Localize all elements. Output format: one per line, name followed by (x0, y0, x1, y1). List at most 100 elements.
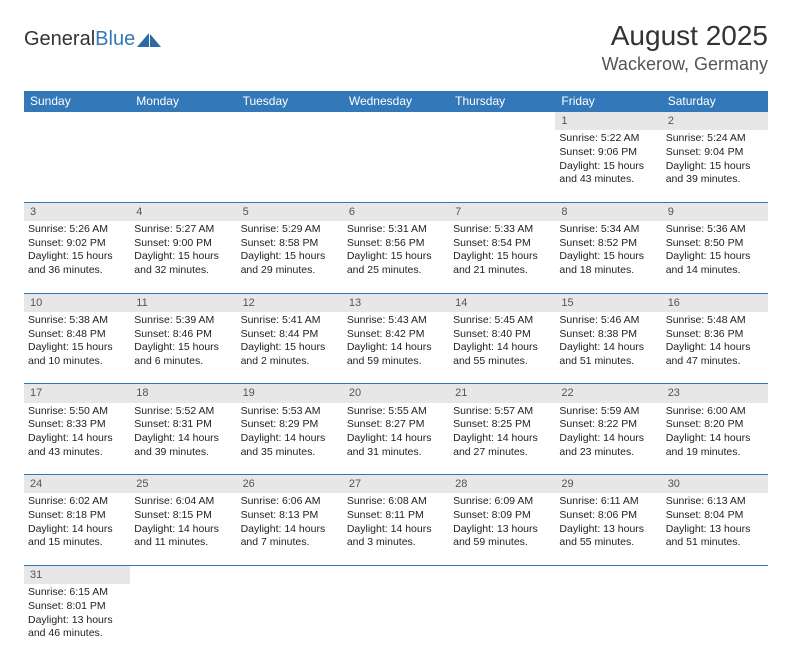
day-cell: Sunrise: 5:26 AMSunset: 9:02 PMDaylight:… (24, 221, 130, 293)
day-number (237, 112, 343, 131)
day-cell: Sunrise: 6:02 AMSunset: 8:18 PMDaylight:… (24, 493, 130, 565)
sunset-text: Sunset: 8:27 PM (347, 418, 445, 432)
logo-sail-icon (135, 31, 163, 49)
day-number: 7 (449, 202, 555, 221)
daylight-text: Daylight: 13 hours (559, 523, 657, 537)
sunrise-text: Sunrise: 5:55 AM (347, 405, 445, 419)
daynum-row: 24252627282930 (24, 475, 768, 494)
day-number: 8 (555, 202, 661, 221)
day-number: 18 (130, 384, 236, 403)
sunset-text: Sunset: 9:04 PM (666, 146, 764, 160)
content-row: Sunrise: 6:02 AMSunset: 8:18 PMDaylight:… (24, 493, 768, 565)
weekday-header: Sunday (24, 91, 130, 112)
sunset-text: Sunset: 8:22 PM (559, 418, 657, 432)
day-cell (449, 130, 555, 202)
sunrise-text: Sunrise: 6:06 AM (241, 495, 339, 509)
title-block: August 2025 Wackerow, Germany (602, 20, 768, 75)
daylight-text: and 59 minutes. (453, 536, 551, 550)
day-number: 4 (130, 202, 236, 221)
day-cell (237, 130, 343, 202)
content-row: Sunrise: 5:26 AMSunset: 9:02 PMDaylight:… (24, 221, 768, 293)
daylight-text: Daylight: 13 hours (666, 523, 764, 537)
sunrise-text: Sunrise: 5:53 AM (241, 405, 339, 419)
day-number: 1 (555, 112, 661, 131)
sunrise-text: Sunrise: 5:36 AM (666, 223, 764, 237)
day-number: 2 (662, 112, 768, 131)
day-number: 15 (555, 293, 661, 312)
sunset-text: Sunset: 8:06 PM (559, 509, 657, 523)
daylight-text: Daylight: 14 hours (347, 341, 445, 355)
daynum-row: 3456789 (24, 202, 768, 221)
daylight-text: Daylight: 15 hours (28, 341, 126, 355)
daynum-row: 17181920212223 (24, 384, 768, 403)
daylight-text: and 3 minutes. (347, 536, 445, 550)
daylight-text: Daylight: 14 hours (559, 341, 657, 355)
sunset-text: Sunset: 8:54 PM (453, 237, 551, 251)
day-cell: Sunrise: 5:27 AMSunset: 9:00 PMDaylight:… (130, 221, 236, 293)
sunset-text: Sunset: 8:33 PM (28, 418, 126, 432)
daylight-text: and 47 minutes. (666, 355, 764, 369)
day-number: 23 (662, 384, 768, 403)
day-number: 16 (662, 293, 768, 312)
day-cell: Sunrise: 6:11 AMSunset: 8:06 PMDaylight:… (555, 493, 661, 565)
sunrise-text: Sunrise: 6:09 AM (453, 495, 551, 509)
daylight-text: and 29 minutes. (241, 264, 339, 278)
day-cell: Sunrise: 6:08 AMSunset: 8:11 PMDaylight:… (343, 493, 449, 565)
daylight-text: Daylight: 14 hours (241, 523, 339, 537)
sunset-text: Sunset: 8:31 PM (134, 418, 232, 432)
sunrise-text: Sunrise: 6:04 AM (134, 495, 232, 509)
day-cell: Sunrise: 5:48 AMSunset: 8:36 PMDaylight:… (662, 312, 768, 384)
content-row: Sunrise: 5:50 AMSunset: 8:33 PMDaylight:… (24, 403, 768, 475)
daylight-text: and 18 minutes. (559, 264, 657, 278)
day-number: 22 (555, 384, 661, 403)
daylight-text: Daylight: 14 hours (347, 432, 445, 446)
day-cell (662, 584, 768, 656)
sunset-text: Sunset: 8:04 PM (666, 509, 764, 523)
daylight-text: Daylight: 14 hours (453, 432, 551, 446)
month-title: August 2025 (602, 20, 768, 52)
day-number (130, 112, 236, 131)
weekday-header: Friday (555, 91, 661, 112)
daylight-text: Daylight: 13 hours (453, 523, 551, 537)
logo-text-2: Blue (95, 28, 135, 50)
daylight-text: Daylight: 15 hours (559, 250, 657, 264)
daylight-text: and 6 minutes. (134, 355, 232, 369)
logo-text-1: General (24, 28, 95, 50)
logo: GeneralBlue (24, 28, 163, 51)
sunrise-text: Sunrise: 5:33 AM (453, 223, 551, 237)
day-cell (237, 584, 343, 656)
day-cell (343, 584, 449, 656)
daylight-text: and 25 minutes. (347, 264, 445, 278)
daylight-text: Daylight: 15 hours (241, 250, 339, 264)
content-row: Sunrise: 5:38 AMSunset: 8:48 PMDaylight:… (24, 312, 768, 384)
day-number (662, 565, 768, 584)
day-number (343, 112, 449, 131)
day-number: 25 (130, 475, 236, 494)
day-number: 29 (555, 475, 661, 494)
day-cell: Sunrise: 5:22 AMSunset: 9:06 PMDaylight:… (555, 130, 661, 202)
daylight-text: Daylight: 15 hours (666, 160, 764, 174)
weekday-header: Wednesday (343, 91, 449, 112)
day-number: 11 (130, 293, 236, 312)
sunrise-text: Sunrise: 6:15 AM (28, 586, 126, 600)
weekday-header: Tuesday (237, 91, 343, 112)
day-cell: Sunrise: 5:34 AMSunset: 8:52 PMDaylight:… (555, 221, 661, 293)
sunset-text: Sunset: 8:44 PM (241, 328, 339, 342)
day-number (343, 565, 449, 584)
sunrise-text: Sunrise: 5:45 AM (453, 314, 551, 328)
sunset-text: Sunset: 8:09 PM (453, 509, 551, 523)
day-number: 3 (24, 202, 130, 221)
sunrise-text: Sunrise: 5:29 AM (241, 223, 339, 237)
day-number: 14 (449, 293, 555, 312)
sunset-text: Sunset: 9:06 PM (559, 146, 657, 160)
sunrise-text: Sunrise: 5:46 AM (559, 314, 657, 328)
sunset-text: Sunset: 8:18 PM (28, 509, 126, 523)
day-cell: Sunrise: 5:45 AMSunset: 8:40 PMDaylight:… (449, 312, 555, 384)
sunrise-text: Sunrise: 6:13 AM (666, 495, 764, 509)
daylight-text: Daylight: 15 hours (134, 250, 232, 264)
daylight-text: Daylight: 14 hours (453, 341, 551, 355)
day-number: 10 (24, 293, 130, 312)
sunset-text: Sunset: 8:29 PM (241, 418, 339, 432)
sunrise-text: Sunrise: 5:43 AM (347, 314, 445, 328)
daylight-text: Daylight: 15 hours (28, 250, 126, 264)
